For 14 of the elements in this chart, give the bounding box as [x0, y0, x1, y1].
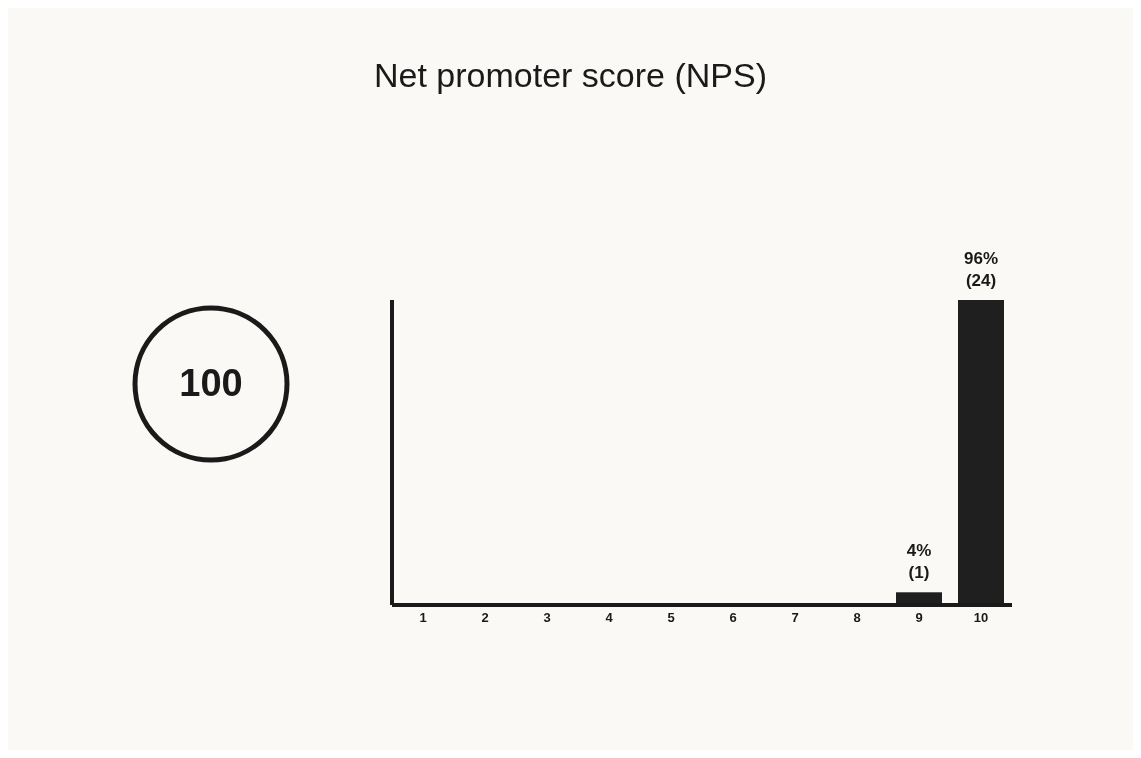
- text: 100: [178, 362, 244, 405]
- x-tick-label: 9: [915, 610, 923, 626]
- x-tick-label: 4: [605, 610, 614, 626]
- x-tick-label: 8: [853, 610, 861, 626]
- data-label: 96% (24): [963, 249, 999, 290]
- x-tick-label: 10: [973, 610, 989, 626]
- x-tick-label: 1: [419, 610, 427, 626]
- x-tick-label: 7: [791, 610, 799, 626]
- x-tick-label: 6: [729, 610, 737, 626]
- x-tick-label: 3: [543, 610, 551, 626]
- chart-title: Net promoter score (NPS): [373, 56, 768, 95]
- x-tick-label: 2: [481, 610, 489, 626]
- x-tick-label: 5: [667, 610, 675, 626]
- data-label: 4% (1): [906, 541, 932, 583]
